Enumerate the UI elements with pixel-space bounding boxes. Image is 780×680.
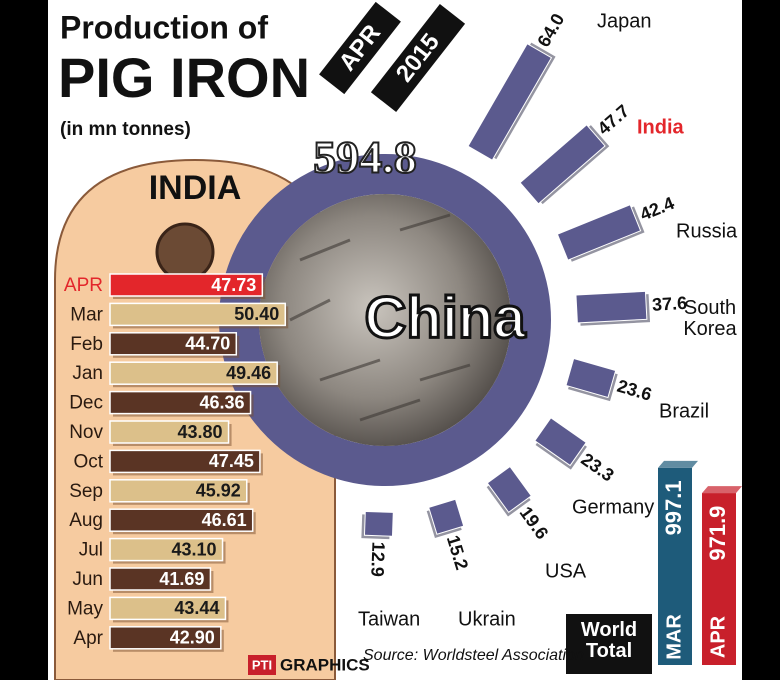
india-title: INDIA <box>149 169 242 207</box>
bar <box>109 332 238 356</box>
category-label: Brazil <box>659 400 709 422</box>
bar <box>109 420 230 444</box>
ore-texture <box>289 213 471 422</box>
value-label: 45.92 <box>196 481 241 501</box>
value-label: 43.44 <box>174 598 219 618</box>
category-label: Japan <box>597 10 652 32</box>
category-label: Aug <box>69 510 103 531</box>
badge: 2015 <box>370 4 466 112</box>
category-label: MAR <box>663 614 685 660</box>
value-label: 46.36 <box>200 392 245 412</box>
bar <box>575 290 648 324</box>
bar <box>109 449 261 474</box>
bar <box>109 537 224 562</box>
category-label: Apr <box>73 628 103 649</box>
category-label: APR <box>64 275 103 296</box>
value-label: 43.80 <box>178 422 223 442</box>
category-label: Ukrain <box>458 608 516 630</box>
value-label: 997.1 <box>661 480 686 535</box>
value-label: 42.90 <box>170 628 215 648</box>
credit: GRAPHICS <box>280 655 370 674</box>
category-label: Jul <box>79 540 103 561</box>
category-label: India <box>637 116 685 138</box>
value-label: 44.70 <box>185 334 230 354</box>
bar <box>109 508 254 532</box>
bar-group: 23.3 <box>534 417 618 486</box>
category-label: Sep <box>69 481 103 502</box>
bar <box>519 124 606 205</box>
bar <box>702 493 736 665</box>
logo-box <box>248 655 276 675</box>
category-label: APR <box>707 615 729 658</box>
units: (in mn tonnes) <box>60 119 191 140</box>
world-box <box>566 614 652 674</box>
value-label: 37.6 <box>652 293 688 315</box>
title-main: PIG IRON <box>58 46 310 109</box>
source: Source: Worldsteel Association <box>363 647 584 664</box>
value-label: 971.9 <box>705 506 730 561</box>
bar-group: 37.6 <box>575 290 688 326</box>
bar <box>109 596 227 621</box>
category-label: USA <box>545 560 587 582</box>
bar <box>109 626 222 650</box>
bar <box>658 467 692 665</box>
bar-top <box>702 486 742 494</box>
emblem <box>155 222 215 282</box>
bar <box>109 302 287 327</box>
bar <box>363 510 394 537</box>
title: Production of <box>60 9 268 45</box>
bar <box>467 43 553 161</box>
category-label: Russia <box>676 220 738 242</box>
bar <box>565 357 617 399</box>
value-label: 47.45 <box>209 451 254 471</box>
category-label: Feb <box>70 334 103 355</box>
category-label: Jan <box>72 363 103 384</box>
center-value: 594.8 <box>313 132 417 183</box>
value-label: 41.69 <box>159 569 204 589</box>
value-label: 49.46 <box>226 363 271 383</box>
bar <box>556 204 642 261</box>
value-label: 50.40 <box>234 304 279 324</box>
category-label: Jun <box>72 569 103 590</box>
bar <box>109 479 248 503</box>
bar <box>109 361 278 385</box>
bar <box>486 465 533 514</box>
credit-logo: PTI <box>252 657 272 672</box>
category-label: Germany <box>572 496 654 518</box>
bar-group: 12.9 <box>361 510 394 577</box>
value-label: 47.73 <box>211 275 256 295</box>
category-label: Nov <box>69 422 103 443</box>
category-label: South Korea <box>683 297 737 340</box>
category-label: Oct <box>73 451 103 472</box>
center-label: China <box>364 285 526 350</box>
category-label: Mar <box>70 304 103 325</box>
category-label: Dec <box>69 393 103 414</box>
world-title: World Total <box>580 619 638 662</box>
bar-group: 42.4 <box>556 193 677 262</box>
value-label: 46.61 <box>202 510 247 530</box>
category-label: May <box>67 598 103 619</box>
bar-top <box>658 460 698 468</box>
badge: APR <box>319 1 401 95</box>
bar <box>534 417 587 467</box>
category-label: Taiwan <box>358 608 420 630</box>
bar <box>109 390 252 415</box>
value-label: 43.10 <box>171 539 216 559</box>
value-label: 12.9 <box>367 541 388 577</box>
bar <box>428 498 465 535</box>
ore-image <box>259 194 511 446</box>
bar <box>109 567 212 591</box>
bar <box>109 273 264 297</box>
